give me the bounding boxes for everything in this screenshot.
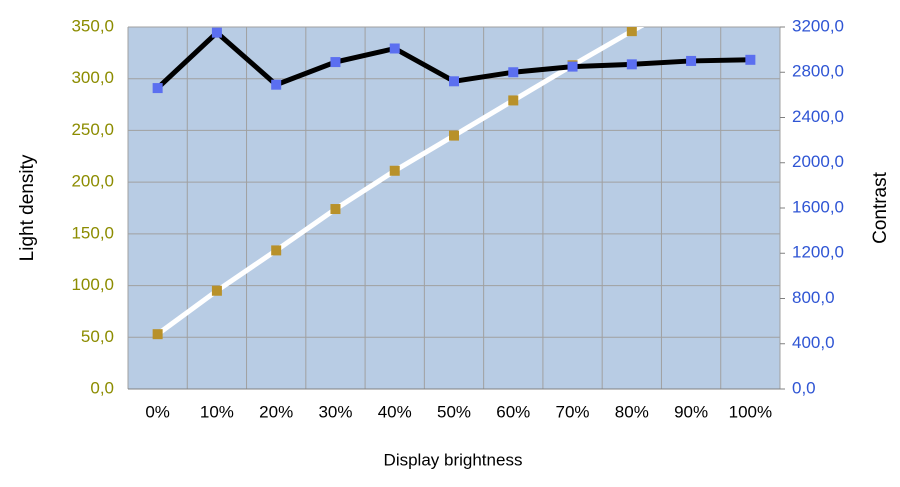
y-tick-label: 250,0 <box>71 120 114 139</box>
x-tick-label: 20% <box>259 402 293 421</box>
y2-tick-label: 1600,0 <box>792 197 844 216</box>
x-tick-label: 50% <box>437 402 471 421</box>
series-marker <box>508 95 519 106</box>
series-marker <box>389 165 400 176</box>
series-marker <box>449 76 459 87</box>
plot-area <box>128 27 780 389</box>
y2-tick-label: 1200,0 <box>792 243 844 262</box>
series-marker <box>271 245 282 256</box>
x-tick-label: 10% <box>200 402 234 421</box>
y-tick-label: 100,0 <box>71 275 114 294</box>
series-marker <box>686 55 697 66</box>
series-marker <box>330 204 341 215</box>
x-tick-label: 100% <box>729 402 772 421</box>
x-tick-label: 0% <box>145 402 170 421</box>
y2-tick-label: 2800,0 <box>792 62 844 81</box>
y2-tick-label: 0,0 <box>792 378 816 397</box>
y-tick-label: 300,0 <box>71 68 114 87</box>
y-tick-label: 200,0 <box>71 172 114 191</box>
y2-axis-label: Contrast <box>870 171 891 244</box>
y-tick-label: 0,0 <box>90 378 114 397</box>
y-tick-label: 150,0 <box>71 223 114 242</box>
x-tick-label: 40% <box>378 402 412 421</box>
series-marker <box>745 54 756 65</box>
series-marker <box>152 329 163 340</box>
y2-tick-label: 800,0 <box>792 288 835 307</box>
series-marker <box>686 0 696 3</box>
y-tick-label: 50,0 <box>81 327 114 346</box>
y2-tick-label: 3200,0 <box>792 16 844 35</box>
series-marker <box>626 59 637 70</box>
x-tick-label: 80% <box>615 402 649 421</box>
y-tick-label: 350,0 <box>71 16 114 35</box>
series-marker <box>211 27 222 38</box>
x-tick-label: 60% <box>496 402 530 421</box>
series-marker <box>508 67 519 78</box>
series-marker <box>626 27 637 37</box>
series-marker <box>567 61 578 72</box>
x-tick-label: 30% <box>318 402 352 421</box>
x-tick-label: 90% <box>674 402 708 421</box>
series-marker <box>330 57 341 68</box>
series-marker <box>152 83 163 94</box>
series-marker <box>271 79 282 90</box>
x-tick-label: 70% <box>556 402 590 421</box>
y-axis-label: Light density <box>17 154 38 261</box>
series-marker <box>211 285 222 296</box>
y2-tick-label: 2400,0 <box>792 107 844 126</box>
x-axis-label: Display brightness <box>384 450 523 469</box>
series-marker <box>449 130 459 141</box>
y2-tick-label: 2000,0 <box>792 152 844 171</box>
plot-layer <box>152 0 756 340</box>
series-marker <box>389 43 400 54</box>
y2-tick-label: 400,0 <box>792 333 835 352</box>
